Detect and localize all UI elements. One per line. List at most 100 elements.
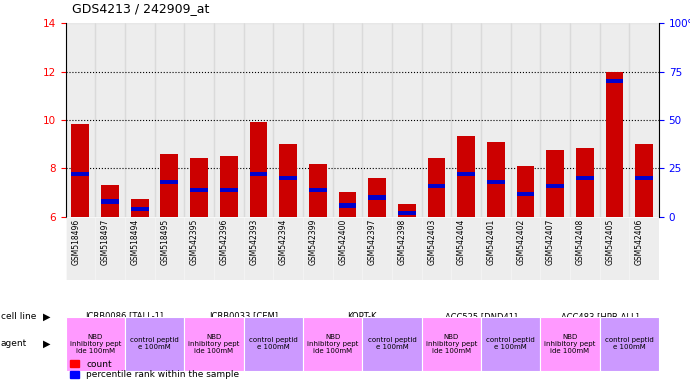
Text: NBD
inhibitory pept
ide 100mM: NBD inhibitory pept ide 100mM xyxy=(70,334,121,354)
FancyBboxPatch shape xyxy=(600,217,629,280)
Bar xyxy=(131,207,148,211)
FancyBboxPatch shape xyxy=(600,317,659,371)
Bar xyxy=(457,172,475,177)
Bar xyxy=(339,192,356,217)
Bar xyxy=(273,23,303,217)
Bar xyxy=(244,23,273,217)
Bar xyxy=(131,199,148,217)
Text: GSM542400: GSM542400 xyxy=(338,219,348,265)
Bar xyxy=(600,23,629,217)
Text: NBD
inhibitory pept
ide 100mM: NBD inhibitory pept ide 100mM xyxy=(426,334,477,354)
Bar xyxy=(161,180,178,184)
FancyBboxPatch shape xyxy=(629,217,659,280)
FancyBboxPatch shape xyxy=(511,217,540,280)
Bar xyxy=(155,23,184,217)
Text: GSM542407: GSM542407 xyxy=(546,219,555,265)
Text: GSM518496: GSM518496 xyxy=(71,219,80,265)
FancyBboxPatch shape xyxy=(184,217,214,280)
Text: control peptid
e 100mM: control peptid e 100mM xyxy=(130,337,179,350)
FancyBboxPatch shape xyxy=(362,217,392,280)
Bar xyxy=(546,184,564,188)
Text: GSM542406: GSM542406 xyxy=(635,219,644,265)
Bar xyxy=(546,150,564,217)
Text: JCRB0033 [CEM]: JCRB0033 [CEM] xyxy=(209,312,278,321)
FancyBboxPatch shape xyxy=(125,317,184,371)
Bar xyxy=(125,23,155,217)
FancyBboxPatch shape xyxy=(422,217,451,280)
Bar xyxy=(570,23,600,217)
FancyBboxPatch shape xyxy=(451,217,481,280)
Bar xyxy=(309,188,326,192)
Bar xyxy=(487,142,504,217)
FancyBboxPatch shape xyxy=(244,317,303,371)
Text: GSM542403: GSM542403 xyxy=(427,219,437,265)
Bar xyxy=(398,211,415,215)
Text: GSM542405: GSM542405 xyxy=(605,219,615,265)
Text: GSM542395: GSM542395 xyxy=(190,219,199,265)
FancyBboxPatch shape xyxy=(66,317,125,371)
FancyBboxPatch shape xyxy=(422,317,481,371)
Bar xyxy=(184,23,214,217)
FancyBboxPatch shape xyxy=(540,317,600,371)
Text: ACC483 [HPB-ALL]: ACC483 [HPB-ALL] xyxy=(561,312,638,321)
Bar xyxy=(606,71,623,217)
Bar xyxy=(576,176,593,180)
Bar xyxy=(250,122,267,217)
Bar xyxy=(303,23,333,217)
Legend: count, percentile rank within the sample: count, percentile rank within the sample xyxy=(70,360,239,379)
Bar xyxy=(250,172,267,177)
Bar xyxy=(95,23,125,217)
Bar xyxy=(517,166,534,217)
Text: GSM518495: GSM518495 xyxy=(160,219,169,265)
FancyBboxPatch shape xyxy=(362,317,422,371)
FancyBboxPatch shape xyxy=(155,217,184,280)
Text: GSM542408: GSM542408 xyxy=(575,219,585,265)
Bar xyxy=(362,23,392,217)
Bar xyxy=(606,79,623,83)
Bar xyxy=(629,23,659,217)
Bar xyxy=(279,176,297,180)
Text: GSM542401: GSM542401 xyxy=(486,219,495,265)
Bar xyxy=(576,148,593,217)
Bar xyxy=(66,23,95,217)
Text: GSM518494: GSM518494 xyxy=(130,219,139,265)
Bar xyxy=(457,136,475,217)
Text: GSM542394: GSM542394 xyxy=(279,219,288,265)
Text: NBD
inhibitory pept
ide 100mM: NBD inhibitory pept ide 100mM xyxy=(307,334,358,354)
Bar xyxy=(428,184,445,188)
FancyBboxPatch shape xyxy=(244,217,273,280)
Bar xyxy=(190,157,208,217)
Bar xyxy=(398,204,415,217)
Bar xyxy=(339,203,356,207)
Bar xyxy=(540,23,570,217)
Text: control peptid
e 100mM: control peptid e 100mM xyxy=(486,337,535,350)
Bar xyxy=(101,185,119,217)
Text: KOPT-K: KOPT-K xyxy=(348,312,377,321)
Bar xyxy=(428,157,445,217)
FancyBboxPatch shape xyxy=(333,217,362,280)
FancyBboxPatch shape xyxy=(481,317,540,371)
Bar xyxy=(72,124,89,217)
Text: GSM542393: GSM542393 xyxy=(249,219,258,265)
Bar xyxy=(220,156,237,217)
Text: GSM542397: GSM542397 xyxy=(368,219,377,265)
Text: GSM542404: GSM542404 xyxy=(457,219,466,265)
Bar xyxy=(333,23,362,217)
Bar xyxy=(190,188,208,192)
FancyBboxPatch shape xyxy=(392,217,422,280)
Text: cell line: cell line xyxy=(1,312,36,321)
Bar xyxy=(392,23,422,217)
Text: GSM542399: GSM542399 xyxy=(308,219,317,265)
Text: ▶: ▶ xyxy=(43,312,50,322)
FancyBboxPatch shape xyxy=(214,217,244,280)
Text: control peptid
e 100mM: control peptid e 100mM xyxy=(249,337,297,350)
Bar xyxy=(72,172,89,177)
Bar xyxy=(220,188,237,192)
Text: control peptid
e 100mM: control peptid e 100mM xyxy=(605,337,653,350)
FancyBboxPatch shape xyxy=(184,317,244,371)
Text: ACC525 [DND41]: ACC525 [DND41] xyxy=(445,312,517,321)
FancyBboxPatch shape xyxy=(95,217,125,280)
Text: NBD
inhibitory pept
ide 100mM: NBD inhibitory pept ide 100mM xyxy=(188,334,239,354)
Bar xyxy=(214,23,244,217)
Text: GSM542396: GSM542396 xyxy=(219,219,229,265)
